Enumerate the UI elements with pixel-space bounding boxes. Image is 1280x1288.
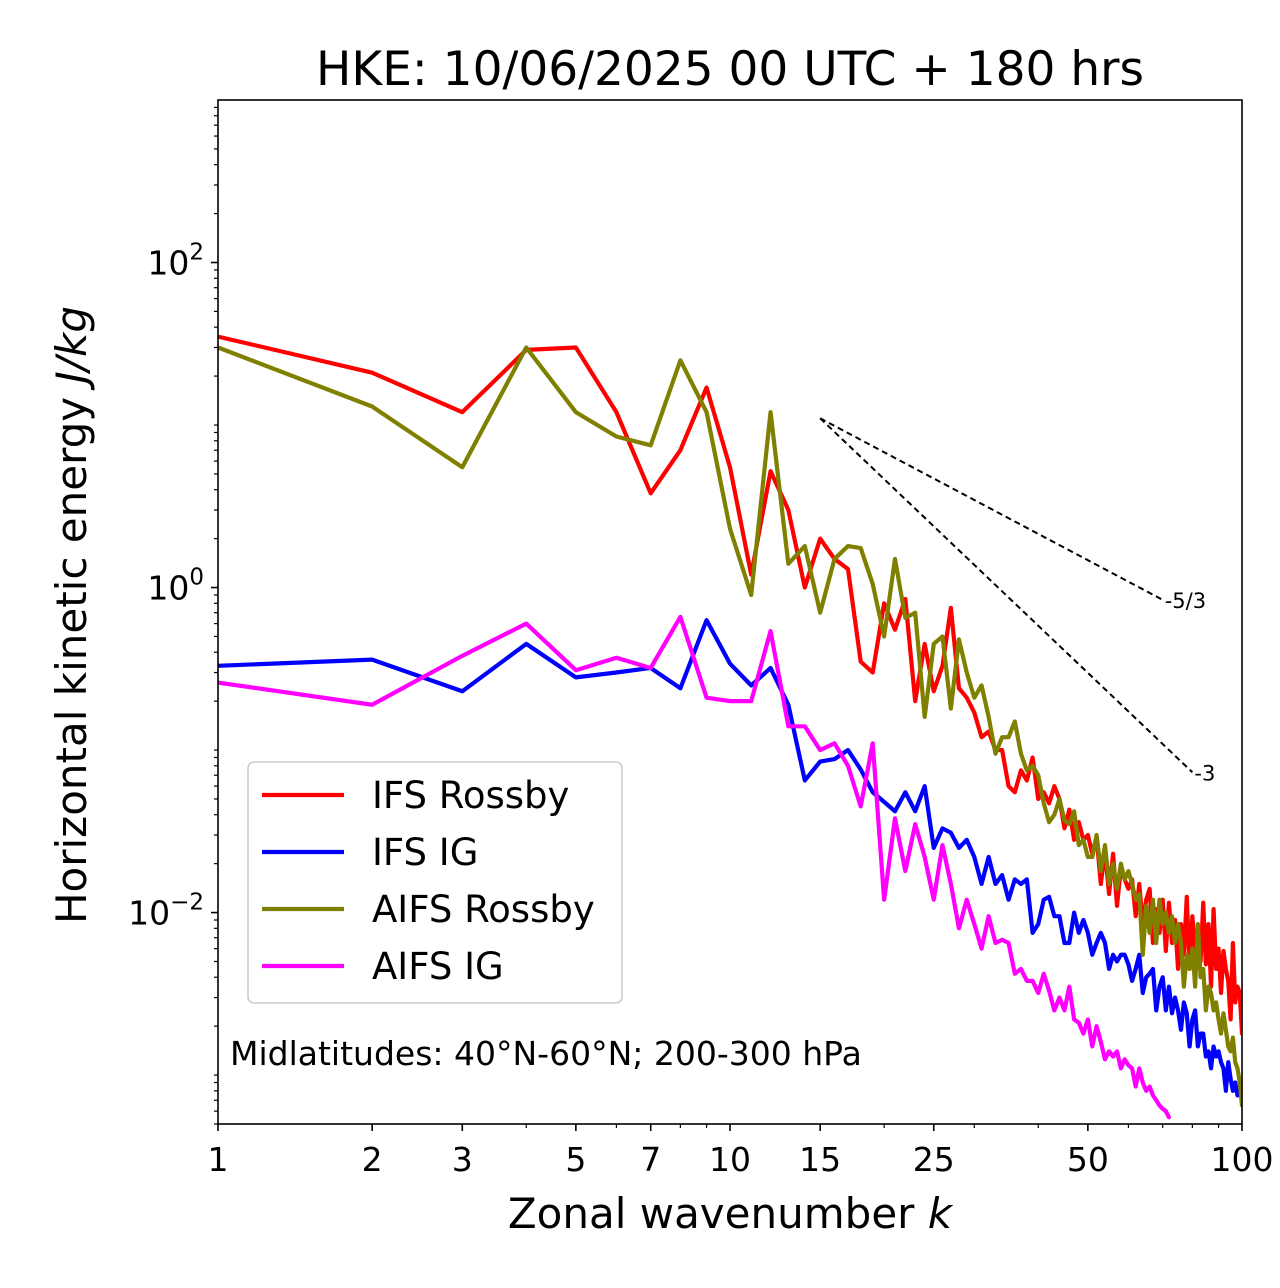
series-line-ifs-rossby [218,334,1242,1036]
y-axis: 10−2 100 102 [128,106,218,1125]
legend-box [247,761,623,1004]
x-axis-label: Zonal wavenumber k [508,1189,954,1238]
series-line-aifs-ig [218,614,1172,1120]
x-tick-label: 100 [1211,1140,1274,1179]
series-layer [218,334,1242,1120]
y-tick-label: 100 [147,565,204,608]
x-tick-label: 10 [709,1140,751,1179]
x-tick-label: 1 [208,1140,229,1179]
x-tick-label: 5 [565,1140,586,1179]
reference-slope-line [819,417,1194,773]
reference-slope-line [819,417,1164,601]
y-tick-label: 102 [147,240,204,283]
x-tick-label: 15 [799,1140,841,1179]
region-annotation: Midlatitudes: 40°N-60°N; 200-300 hPa [230,1034,862,1073]
series-line-ifs-ig [218,618,1242,1098]
x-tick-label: 50 [1067,1140,1109,1179]
series-line-aifs-rossby [218,345,1242,1108]
legend-label: AIFS Rossby [372,888,595,931]
legend: IFS Rossby IFS IG AIFS Rossby AIFS IG [247,761,623,1004]
legend-label: AIFS IG [372,945,504,988]
legend-label: IFS Rossby [372,774,569,817]
x-tick-label: 2 [362,1140,383,1179]
x-tick-label: 25 [913,1140,955,1179]
reference-slope-label: -3 [1194,761,1215,785]
reference-slope-label: -5/3 [1165,589,1206,613]
x-tick-label: 7 [640,1140,661,1179]
x-tick-label: 3 [452,1140,473,1179]
x-axis: 1 2 3 5 7 10 15 25 50 100 [208,1124,1274,1179]
chart-title: HKE: 10/06/2025 00 UTC + 180 hrs [316,42,1144,97]
y-axis-label: Horizontal kinetic energy J/kg [47,306,96,924]
reference-slopes: -5/3 -3 [819,417,1215,785]
y-tick-label: 10−2 [128,890,204,933]
legend-label: IFS IG [372,831,478,874]
